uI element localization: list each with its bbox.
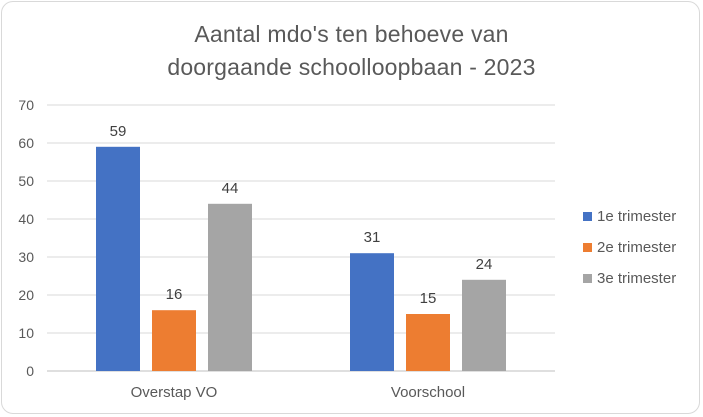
bar-2e-trimester-Overstap-VO xyxy=(152,310,196,371)
y-tick-label: 50 xyxy=(18,173,34,189)
y-tick-label: 20 xyxy=(18,287,34,303)
data-label: 24 xyxy=(476,256,493,273)
legend-item: 1e trimester xyxy=(583,207,698,226)
bar-3e-trimester-Overstap-VO xyxy=(208,203,252,371)
data-label: 44 xyxy=(222,180,239,197)
bar-2e-trimester-Voorschool xyxy=(406,314,450,371)
legend-item: 3e trimester xyxy=(583,269,698,288)
data-label: 59 xyxy=(110,123,127,140)
data-label: 16 xyxy=(166,286,183,303)
y-tick-label: 30 xyxy=(18,249,34,265)
legend-swatch xyxy=(583,274,592,283)
y-tick-label: 40 xyxy=(18,211,34,227)
x-tick-label: Voorschool xyxy=(391,384,465,401)
legend-label: 3e trimester xyxy=(597,270,677,287)
y-tick-label: 60 xyxy=(18,135,34,151)
legend-label: 1e trimester xyxy=(597,208,677,225)
y-tick-label: 70 xyxy=(18,97,34,113)
chart-title: Aantal mdo's ten behoeve van doorgaande … xyxy=(0,18,703,84)
legend-swatch xyxy=(583,243,592,252)
bar-1e-trimester-Overstap-VO xyxy=(96,146,140,371)
chart-legend: 1e trimester 2e trimester 3e trimester xyxy=(583,207,698,300)
legend-item: 2e trimester xyxy=(583,238,698,257)
data-label: 31 xyxy=(364,229,381,246)
x-tick-label: Overstap VO xyxy=(131,384,218,401)
chart-title-line-2: doorgaande schoolloopbaan - 2023 xyxy=(167,54,536,80)
data-label: 15 xyxy=(420,290,437,307)
y-tick-label: 0 xyxy=(26,363,34,379)
legend-swatch xyxy=(583,212,592,221)
y-tick-label: 10 xyxy=(18,325,34,341)
bar-1e-trimester-Voorschool xyxy=(350,253,394,371)
bar-3e-trimester-Voorschool xyxy=(462,279,506,371)
chart-title-line-1: Aantal mdo's ten behoeve van xyxy=(194,21,509,47)
legend-label: 2e trimester xyxy=(597,239,677,256)
